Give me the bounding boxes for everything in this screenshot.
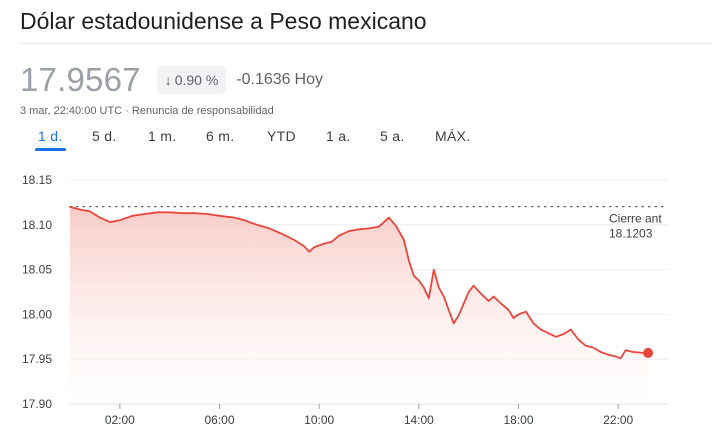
tab-range-5[interactable]: 1 a. — [326, 128, 351, 144]
tab-range-7[interactable]: MÁX. — [435, 128, 471, 144]
tab-range-0[interactable]: 1 d. — [35, 128, 66, 151]
tab-range-4[interactable]: YTD — [267, 128, 296, 144]
previous-close-label: Cierre ant — [609, 212, 662, 226]
current-price: 17.9567 — [20, 61, 141, 98]
change-period: Hoy — [294, 71, 323, 88]
active-tab-indicator — [35, 148, 66, 151]
series-line — [69, 206, 649, 360]
disclaimer-link[interactable]: Renuncia de responsabilidad — [131, 105, 274, 117]
series-area — [70, 206, 649, 404]
tab-range-6[interactable]: 5 a. — [380, 128, 405, 144]
y-tick-label-2: 18.05 — [22, 263, 52, 277]
arrow-down-icon: ↓ — [164, 72, 172, 88]
x-tick-label-4: 18:00 — [503, 413, 533, 427]
quote-meta: 3 mar, 22:40:00 UTC · Renuncia de respon… — [20, 105, 274, 117]
tab-range-3[interactable]: 6 m. — [206, 128, 235, 144]
tab-range-2[interactable]: 1 m. — [148, 128, 177, 144]
x-tick-label-1: 06:00 — [204, 413, 234, 427]
y-tick-label-1: 18.10 — [22, 218, 52, 232]
change-value-group: -0.1636 Hoy — [236, 71, 323, 89]
page-title: Dólar estadounidense a Peso mexicano — [20, 8, 427, 34]
change-value: -0.1636 — [236, 71, 291, 88]
x-tick-label-5: 22:00 — [603, 413, 633, 427]
quote-timestamp: 3 mar, 22:40:00 UTC — [20, 105, 123, 117]
title-divider — [20, 43, 712, 44]
y-tick-label-0: 18.15 — [22, 173, 52, 187]
exchange-rate-chart: 18.15 18.10 18.05 18.00 17.95 17.90 02:00 06:00… — [22, 173, 669, 427]
tab-range-1[interactable]: 5 d. — [92, 128, 117, 144]
x-tick-label-3: 14:00 — [404, 413, 434, 427]
meta-separator: · — [125, 105, 129, 117]
y-tick-label-5: 17.90 — [22, 397, 52, 411]
series-end-point — [643, 347, 654, 358]
change-percent: 0.90 % — [174, 72, 219, 88]
x-tick-label-2: 10:00 — [304, 413, 334, 427]
change-percent-badge: ↓ 0.90 % — [156, 66, 227, 94]
x-tick-label-0: 02:00 — [105, 413, 135, 427]
y-tick-label-3: 18.00 — [22, 307, 52, 321]
quote-summary: 17.9567 ↓ 0.90 % -0.1636 Hoy — [20, 61, 323, 98]
y-tick-label-4: 17.95 — [22, 352, 52, 366]
previous-close-value: 18.1203 — [609, 227, 653, 241]
